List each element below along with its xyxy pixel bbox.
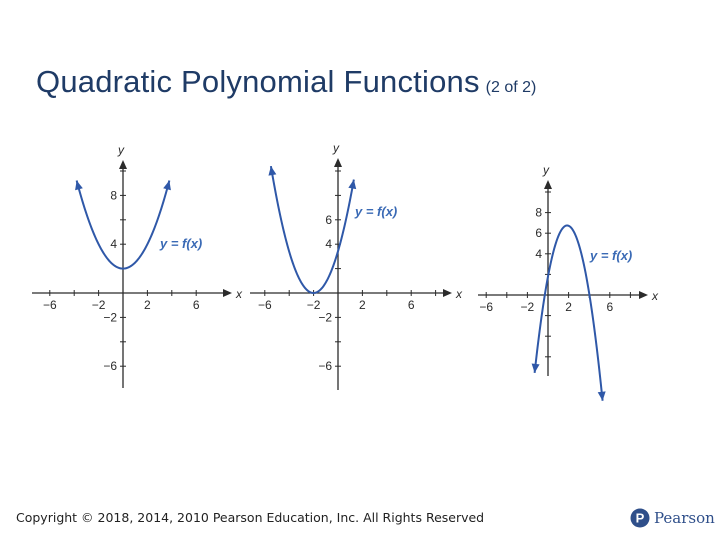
- x-tick-label-1: 2: [144, 298, 151, 312]
- x-tick-label-1: −6: [43, 298, 57, 312]
- x-tick-label-2: −2: [307, 298, 321, 312]
- pearson-brand: P Pearson: [630, 505, 715, 531]
- subtitle-text: (2 of 2): [485, 79, 537, 96]
- x-axis-label-3: x: [651, 289, 659, 303]
- x-tick-label-2: 6: [408, 298, 415, 312]
- y-tick-label-2: 6: [325, 213, 332, 227]
- brand-name: Pearson: [654, 509, 715, 527]
- slide-title: Quadratic Polynomial Functions (2 of 2): [36, 64, 536, 100]
- parabola-curve-1: [75, 180, 171, 270]
- x-axis-arrow-1: [223, 289, 232, 297]
- parabola-curve-3: [533, 224, 604, 401]
- y-tick-label-1: −6: [103, 359, 117, 373]
- y-axis-label-3: y: [542, 163, 550, 177]
- y-tick-label-1: 8: [110, 188, 117, 202]
- x-tick-label-2: −6: [258, 298, 272, 312]
- y-axis-arrow-2: [334, 158, 342, 167]
- x-tick-label-3: −6: [479, 300, 493, 314]
- curve-arrow-start-1: [75, 180, 83, 191]
- x-tick-label-3: −2: [521, 300, 535, 314]
- x-tick-label-2: 2: [359, 298, 366, 312]
- curve-arrow-start-2: [268, 166, 277, 176]
- x-axis-arrow-3: [639, 291, 648, 299]
- y-axis-arrow-3: [544, 180, 552, 189]
- svg-text:P: P: [636, 511, 645, 526]
- y-tick-label-3: 4: [535, 247, 542, 261]
- curve-arrow-end-2: [348, 179, 357, 190]
- x-axis-label-2: x: [455, 287, 463, 301]
- y-tick-label-1: −2: [103, 310, 117, 324]
- x-axis-label-1: x: [235, 287, 243, 301]
- y-axis-arrow-1: [119, 160, 127, 169]
- y-tick-label-3: 8: [535, 206, 542, 220]
- y-axis-label-2: y: [332, 141, 340, 155]
- charts-canvas: −6 −2 2 6 8 4 −2 −6 x y y = f(x) −6 −2 2 6 6 4 −2 −6 x y y = …: [32, 141, 659, 401]
- curve-arrow-end-3: [597, 391, 606, 401]
- parabola-curve-2: [269, 165, 355, 295]
- y-tick-label-2: −6: [318, 359, 332, 373]
- curve-label-1: y = f(x): [159, 236, 202, 251]
- x-axis-arrow-2: [443, 289, 452, 297]
- y-tick-label-2: 4: [325, 237, 332, 251]
- y-tick-label-3: 6: [535, 226, 542, 240]
- x-tick-label-3: 6: [606, 300, 613, 314]
- curve-label-3: y = f(x): [589, 248, 632, 263]
- pearson-logo-icon: P: [630, 508, 650, 528]
- curve-label-2: y = f(x): [354, 204, 397, 219]
- x-tick-label-1: 6: [193, 298, 200, 312]
- x-tick-label-3: 2: [565, 300, 572, 314]
- y-axis-label-1: y: [117, 143, 125, 157]
- title-text: Quadratic Polynomial Functions: [36, 64, 480, 99]
- curve-arrow-end-1: [163, 180, 171, 191]
- copyright-footer: Copyright © 2018, 2014, 2010 Pearson Edu…: [16, 510, 485, 525]
- y-tick-label-2: −2: [318, 310, 332, 324]
- y-tick-label-1: 4: [110, 237, 117, 251]
- curve-arrow-start-3: [531, 363, 540, 373]
- x-tick-label-1: −2: [92, 298, 106, 312]
